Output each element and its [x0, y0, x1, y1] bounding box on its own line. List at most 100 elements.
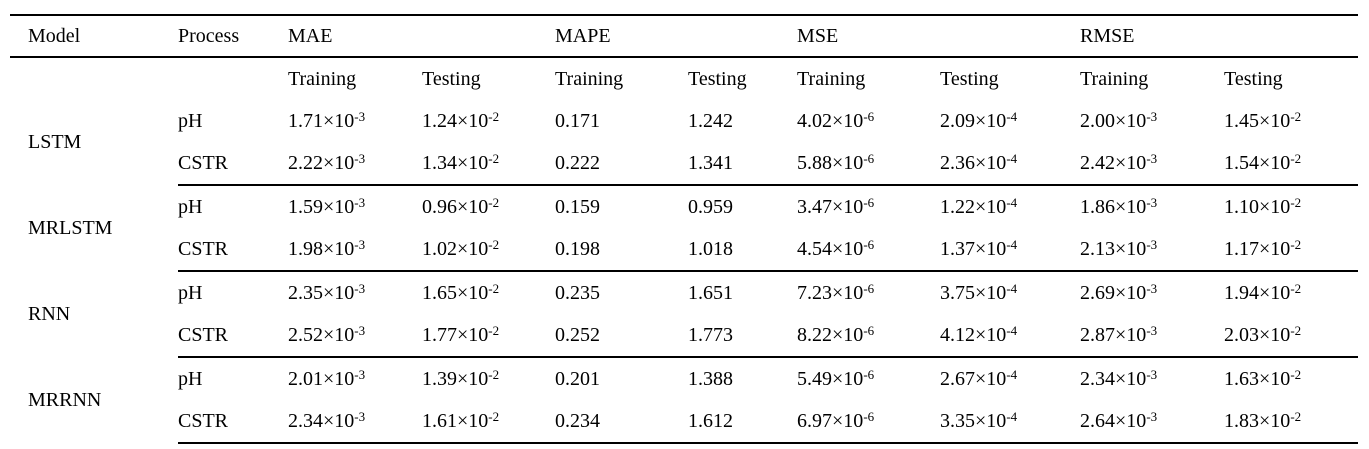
value-cell: 1.39×10-2	[422, 366, 500, 390]
value-cell: 2.03×10-2	[1224, 314, 1359, 358]
value-cell: 1.612	[688, 400, 798, 444]
value-cell: 0.159	[555, 195, 601, 218]
value-cell: 0.201	[555, 367, 601, 390]
value-cell: 1.61×10-2	[422, 400, 556, 444]
value-cell: 1.71×10-3	[288, 108, 366, 132]
value-cell: 2.01×10-3	[288, 366, 366, 390]
table-row: MRRNN pH 2.01×10-3 1.39×10-2 0.201 1.388…	[10, 357, 1358, 411]
value-cell: 1.773	[688, 314, 798, 358]
value-cell: 0.222	[555, 142, 689, 186]
value-cell: 0.235	[555, 281, 601, 304]
col-header-mse: MSE	[797, 14, 1081, 58]
table-row: CSTR 1.98×10-3 1.02×10-2 0.198 1.018 4.5…	[10, 228, 1359, 272]
subheader-training: Training	[288, 67, 357, 90]
value-cell: 1.94×10-2	[1224, 280, 1302, 304]
col-header-mae: MAE	[288, 14, 556, 58]
col-header-model: Model	[10, 14, 178, 58]
subheader-testing: Testing	[1224, 67, 1283, 90]
value-cell: 1.65×10-2	[422, 280, 500, 304]
subheader-training: Training	[797, 67, 866, 90]
subheader-training: Training	[555, 67, 624, 90]
value-cell: 8.22×10-6	[797, 314, 941, 358]
subheader-row: Training Testing Training Testing Traini…	[10, 57, 1358, 100]
value-cell: 1.17×10-2	[1224, 228, 1359, 272]
value-cell: 4.12×10-4	[940, 314, 1081, 358]
spacer-cell	[178, 57, 288, 100]
value-cell: 3.35×10-4	[940, 400, 1081, 444]
value-cell: 1.018	[688, 228, 798, 272]
value-cell: 5.49×10-6	[797, 366, 875, 390]
value-cell: 2.13×10-3	[1080, 228, 1225, 272]
value-cell: 1.59×10-3	[288, 194, 366, 218]
process-cell: pH	[178, 367, 203, 390]
value-cell: 3.47×10-6	[797, 194, 875, 218]
value-cell: 2.42×10-3	[1080, 142, 1225, 186]
model-cell: MRLSTM	[28, 216, 113, 239]
table-row: LSTM pH 1.71×10-3 1.24×10-2 0.171 1.242 …	[10, 100, 1358, 154]
value-cell: 2.69×10-3	[1080, 280, 1158, 304]
value-cell: 5.88×10-6	[797, 142, 941, 186]
value-cell: 2.09×10-4	[940, 108, 1018, 132]
value-cell: 0.171	[555, 109, 601, 132]
value-cell: 2.64×10-3	[1080, 400, 1225, 444]
spacer-cell	[10, 57, 178, 100]
value-cell: 1.651	[688, 281, 734, 304]
value-cell: 2.87×10-3	[1080, 314, 1225, 358]
subheader-testing: Testing	[422, 67, 481, 90]
value-cell: 0.252	[555, 314, 689, 358]
value-cell: 1.45×10-2	[1224, 108, 1302, 132]
process-cell: pH	[178, 109, 203, 132]
value-cell: 1.98×10-3	[288, 228, 422, 272]
value-cell: 0.96×10-2	[422, 194, 500, 218]
process-cell: CSTR	[178, 314, 288, 358]
value-cell: 1.37×10-4	[940, 228, 1081, 272]
value-cell: 4.54×10-6	[797, 228, 941, 272]
value-cell: 4.02×10-6	[797, 108, 875, 132]
process-cell: CSTR	[178, 400, 288, 444]
value-cell: 1.10×10-2	[1224, 194, 1302, 218]
model-metrics-table: Model Process MAE MAPE MSE RMSE Training…	[10, 14, 1359, 444]
value-cell: 1.341	[688, 142, 798, 186]
subheader-testing: Testing	[688, 67, 747, 90]
value-cell: 2.34×10-3	[1080, 366, 1158, 390]
process-cell: CSTR	[178, 142, 288, 186]
value-cell: 2.36×10-4	[940, 142, 1081, 186]
value-cell: 1.22×10-4	[940, 194, 1018, 218]
value-cell: 7.23×10-6	[797, 280, 875, 304]
value-cell: 2.35×10-3	[288, 280, 366, 304]
value-cell: 6.97×10-6	[797, 400, 941, 444]
col-header-mape: MAPE	[555, 14, 798, 58]
header-row: Model Process MAE MAPE MSE RMSE	[10, 14, 1359, 58]
value-cell: 1.83×10-2	[1224, 400, 1359, 444]
col-header-rmse: RMSE	[1080, 14, 1359, 58]
value-cell: 2.34×10-3	[288, 400, 422, 444]
value-cell: 2.52×10-3	[288, 314, 422, 358]
value-cell: 1.54×10-2	[1224, 142, 1359, 186]
model-cell: MRRNN	[28, 388, 102, 411]
process-cell: pH	[178, 281, 203, 304]
value-cell: 1.242	[688, 109, 734, 132]
model-cell: RNN	[28, 302, 71, 325]
value-cell: 0.959	[688, 195, 734, 218]
value-cell: 2.22×10-3	[288, 142, 422, 186]
value-cell: 1.02×10-2	[422, 228, 556, 272]
value-cell: 1.34×10-2	[422, 142, 556, 186]
value-cell: 3.75×10-4	[940, 280, 1018, 304]
value-cell: 2.67×10-4	[940, 366, 1018, 390]
value-cell: 2.00×10-3	[1080, 108, 1158, 132]
table-row: CSTR 2.34×10-3 1.61×10-2 0.234 1.612 6.9…	[10, 400, 1359, 444]
subheader-testing: Testing	[940, 67, 999, 90]
col-header-process: Process	[178, 14, 288, 58]
process-cell: pH	[178, 195, 203, 218]
table-row: CSTR 2.52×10-3 1.77×10-2 0.252 1.773 8.2…	[10, 314, 1359, 358]
value-cell: 1.86×10-3	[1080, 194, 1158, 218]
process-cell: CSTR	[178, 228, 288, 272]
value-cell: 1.388	[688, 367, 734, 390]
value-cell: 1.24×10-2	[422, 108, 500, 132]
table-row: MRLSTM pH 1.59×10-3 0.96×10-2 0.159 0.95…	[10, 185, 1358, 239]
value-cell: 0.234	[555, 400, 689, 444]
table-row: RNN pH 2.35×10-3 1.65×10-2 0.235 1.651 7…	[10, 271, 1358, 325]
value-cell: 1.63×10-2	[1224, 366, 1302, 390]
table-row: CSTR 2.22×10-3 1.34×10-2 0.222 1.341 5.8…	[10, 142, 1359, 186]
value-cell: 0.198	[555, 228, 689, 272]
